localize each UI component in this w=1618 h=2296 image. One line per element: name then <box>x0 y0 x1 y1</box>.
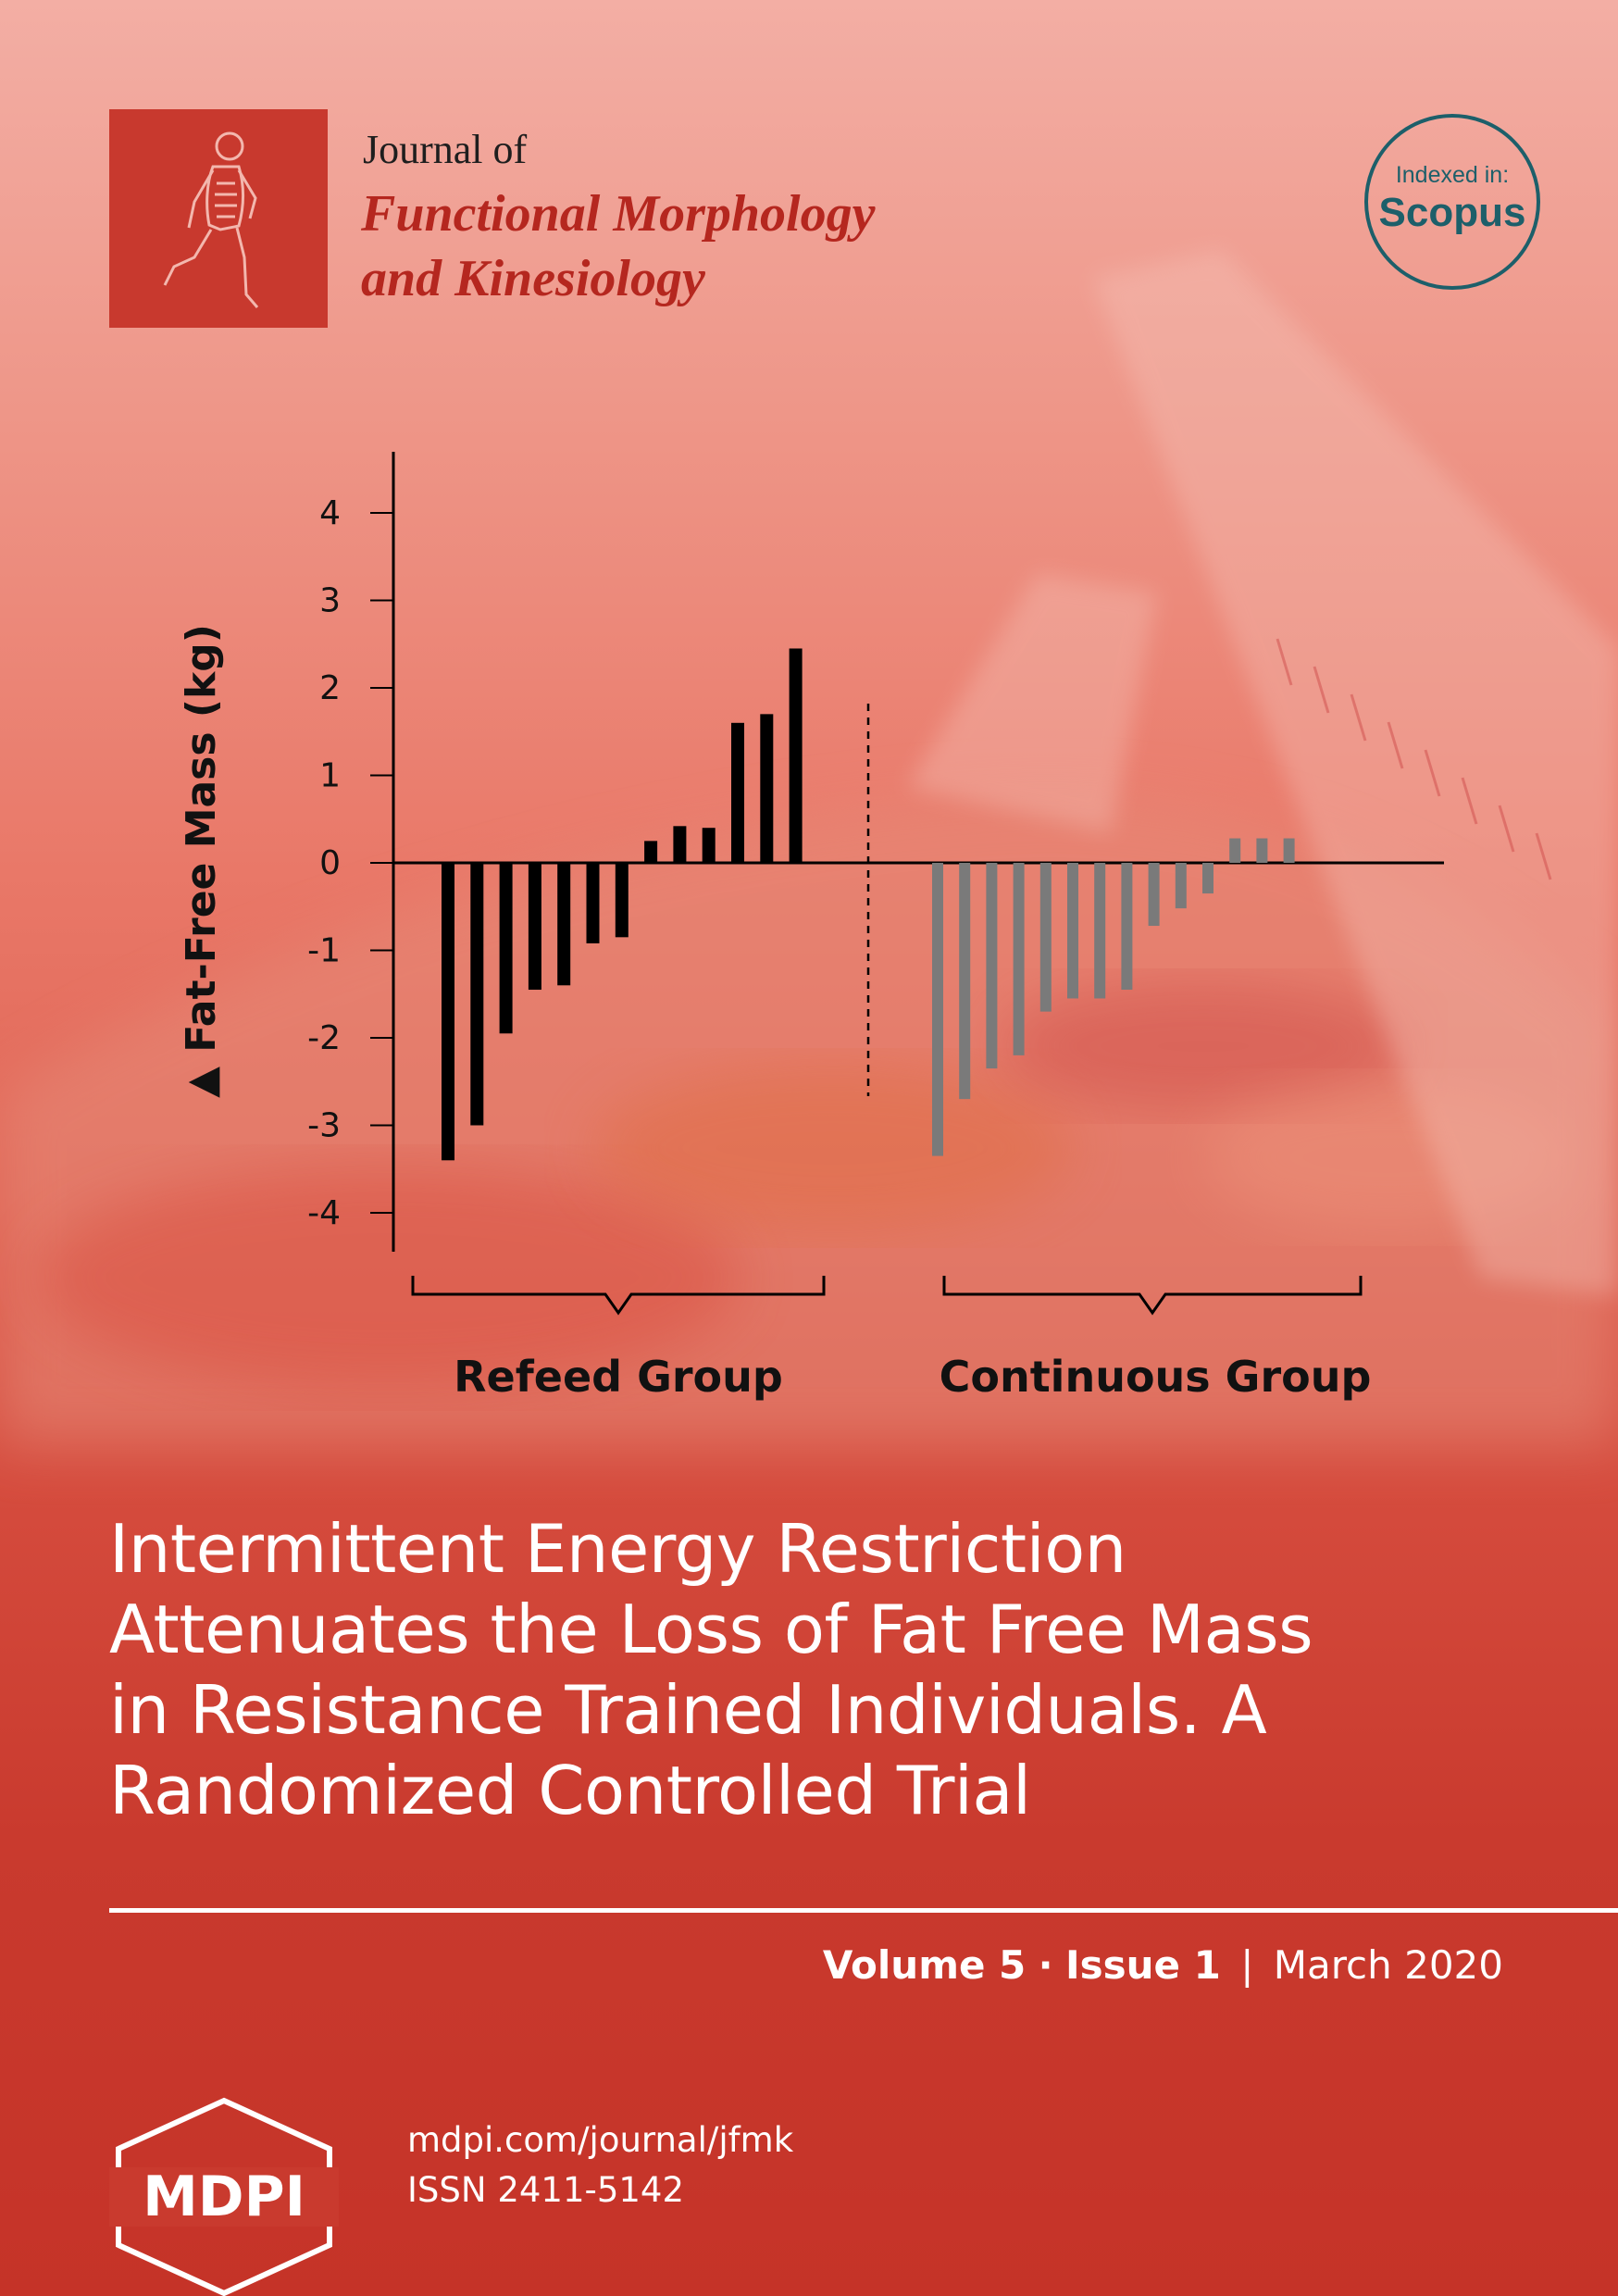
issue-date: March 2020 <box>1273 1942 1503 1988</box>
bar-separator: | <box>1240 1942 1254 1988</box>
continuous-bar <box>1148 863 1160 927</box>
refeed-bar <box>644 841 658 863</box>
y-tick-label: 0 <box>319 844 341 882</box>
refeed-bar <box>470 863 484 1126</box>
journal-logo <box>109 109 328 328</box>
refeed-group-label: Refeed Group <box>454 1352 783 1402</box>
title-line: Intermittent Energy Restriction <box>109 1510 1126 1588</box>
refeed-bar <box>442 863 454 1161</box>
journal-title-line: and Kinesiology <box>361 250 705 307</box>
y-tick-label: 3 <box>319 582 341 620</box>
y-axis-label: ▲ Fat-Free Mass (kg) <box>178 624 225 1098</box>
issue-label: Issue 1 <box>1064 1942 1221 1988</box>
running-figure-icon <box>163 131 259 308</box>
y-tick-label: 1 <box>319 757 341 795</box>
y-tick-label: -4 <box>307 1194 341 1232</box>
journal-title: Functional Morphology and Kinesiology <box>361 181 875 311</box>
continuous-bar <box>1283 838 1295 863</box>
y-tick-label: -1 <box>307 932 341 970</box>
refeed-bar <box>789 648 803 863</box>
continuous-bar <box>1229 838 1241 863</box>
journal-url[interactable]: mdpi.com/journal/jfmk <box>407 2120 794 2160</box>
refeed-bar <box>702 828 716 863</box>
continuous-brace <box>942 1276 1363 1316</box>
continuous-bar <box>1067 863 1078 999</box>
refeed-bar <box>760 714 774 863</box>
indexed-label: Indexed in: <box>1395 162 1510 188</box>
dot-separator: · <box>1038 1942 1053 1988</box>
continuous-bar <box>1202 863 1214 894</box>
refeed-bar <box>731 722 744 863</box>
y-tick-label: 2 <box>319 669 341 707</box>
y-tick-label: -3 <box>307 1107 341 1145</box>
continuous-bar <box>932 863 943 1156</box>
refeed-bar <box>673 826 687 863</box>
refeed-brace <box>411 1276 826 1316</box>
continuous-group-label: Continuous Group <box>940 1352 1372 1402</box>
continuous-bar <box>1039 863 1052 1012</box>
refeed-bar <box>615 863 629 938</box>
title-line: Attenuates the Loss of Fat Free Mass <box>109 1591 1313 1668</box>
issue-line: Volume 5 · Issue 1 | March 2020 <box>823 1942 1503 1988</box>
continuous-bar <box>1175 863 1187 909</box>
title-line: in Resistance Trained Individuals. A <box>109 1671 1267 1749</box>
continuous-bar <box>986 863 998 1069</box>
journal-title-line: Functional Morphology <box>361 185 876 243</box>
continuous-bar <box>1013 863 1025 1055</box>
journal-prefix: Journal of <box>363 127 528 172</box>
issn: ISSN 2411-5142 <box>407 2170 684 2210</box>
title-line: Randomized Controlled Trial <box>109 1752 1031 1829</box>
refeed-bar <box>499 863 513 1034</box>
divider <box>109 1908 1618 1913</box>
continuous-bar <box>959 863 971 1100</box>
refeed-bar <box>528 863 541 991</box>
mdpi-logo: MDPI <box>109 2097 339 2296</box>
volume-label: Volume 5 <box>822 1942 1027 1988</box>
continuous-bar <box>1256 838 1268 863</box>
continuous-bar <box>1121 863 1133 991</box>
y-tick-label: 4 <box>319 494 341 532</box>
y-tick-label: -2 <box>307 1019 341 1057</box>
mdpi-logo-text: MDPI <box>143 2165 305 2229</box>
fat-free-mass-chart: 4 3 2 1 0 -1 -2 -3 -4 ▲ Fat-Free Mass (kg) Refeed … <box>178 452 1444 1402</box>
refeed-bar <box>586 863 600 943</box>
continuous-bar <box>1094 863 1106 999</box>
refeed-bar <box>557 863 571 986</box>
scopus-badge: Indexed in: Scopus <box>1364 114 1540 290</box>
article-title: Intermittent Energy Restriction Attenuat… <box>109 1509 1553 1831</box>
scopus-name: Scopus <box>1378 190 1526 235</box>
